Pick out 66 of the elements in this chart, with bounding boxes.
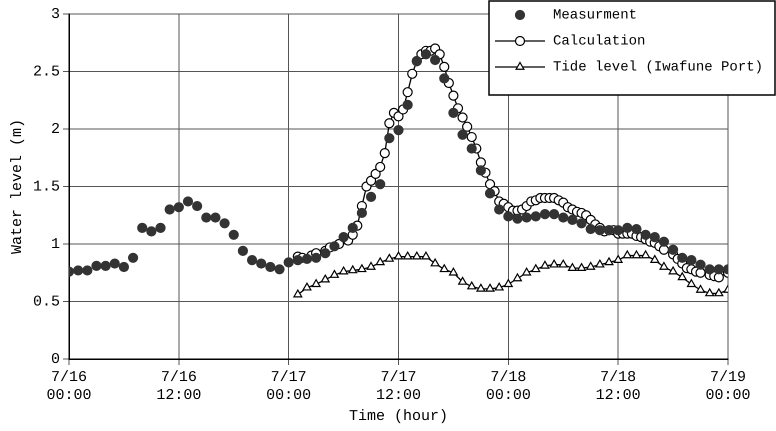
point (550, 260, 559, 268)
point (394, 252, 403, 260)
point (440, 264, 449, 272)
point (577, 263, 586, 271)
point (568, 263, 577, 271)
legend-label: Tide level (Iwafune Port) (553, 60, 764, 76)
point (348, 265, 358, 274)
legend-label: Calculation (553, 34, 646, 50)
x-tick-label: 7/18 12:00 (596, 368, 641, 404)
point (622, 250, 632, 258)
point (705, 288, 714, 296)
point (604, 257, 614, 266)
point (476, 284, 486, 292)
point (412, 252, 422, 260)
point (467, 281, 476, 290)
point (614, 255, 623, 263)
point (486, 284, 495, 292)
x-tick-label: 7/18 00:00 (486, 368, 531, 404)
point (595, 260, 604, 268)
y-tick-label: 0 (50, 350, 60, 368)
point (312, 279, 321, 288)
point (366, 262, 376, 270)
point (641, 250, 650, 258)
point (403, 252, 412, 260)
x-tick-label: 7/16 00:00 (46, 368, 92, 404)
point (540, 260, 550, 269)
y-axis-title: Water level (m) (8, 118, 26, 254)
point (448, 268, 458, 276)
point (512, 273, 522, 282)
point (339, 266, 348, 274)
point (696, 284, 706, 293)
point (632, 250, 641, 258)
point (357, 264, 366, 272)
y-tick-label: 1.5 (32, 178, 60, 196)
x-tick-label: 7/17 12:00 (376, 368, 422, 404)
point (458, 276, 468, 285)
point (330, 270, 339, 278)
y-tick-label: 2 (50, 120, 60, 138)
point (531, 264, 540, 272)
point (384, 254, 394, 262)
y-tick-label: 0.5 (32, 293, 60, 310)
y-tick-label: 3 (50, 6, 60, 23)
point (302, 282, 312, 291)
point (421, 252, 430, 260)
point (678, 272, 687, 280)
point (659, 262, 668, 270)
y-tick-label: 2.5 (32, 63, 60, 80)
point (650, 255, 660, 263)
y-tick-label: 1 (50, 236, 60, 253)
point (686, 279, 696, 288)
point (586, 262, 596, 270)
point (293, 290, 302, 298)
x-tick-label: 7/17 00:00 (266, 368, 312, 404)
legend-label: Measurment (553, 8, 638, 24)
point (558, 260, 568, 268)
point (494, 282, 504, 291)
point (430, 258, 440, 266)
point (320, 274, 330, 282)
x-tick-label: 7/19 00:00 (705, 368, 751, 404)
point (504, 279, 513, 288)
point (714, 288, 724, 296)
x-tick-label: 7/16 12:00 (156, 368, 202, 404)
point (522, 268, 532, 276)
point (376, 257, 385, 266)
x-axis-title: Time (hour) (348, 408, 448, 425)
point (668, 266, 678, 274)
